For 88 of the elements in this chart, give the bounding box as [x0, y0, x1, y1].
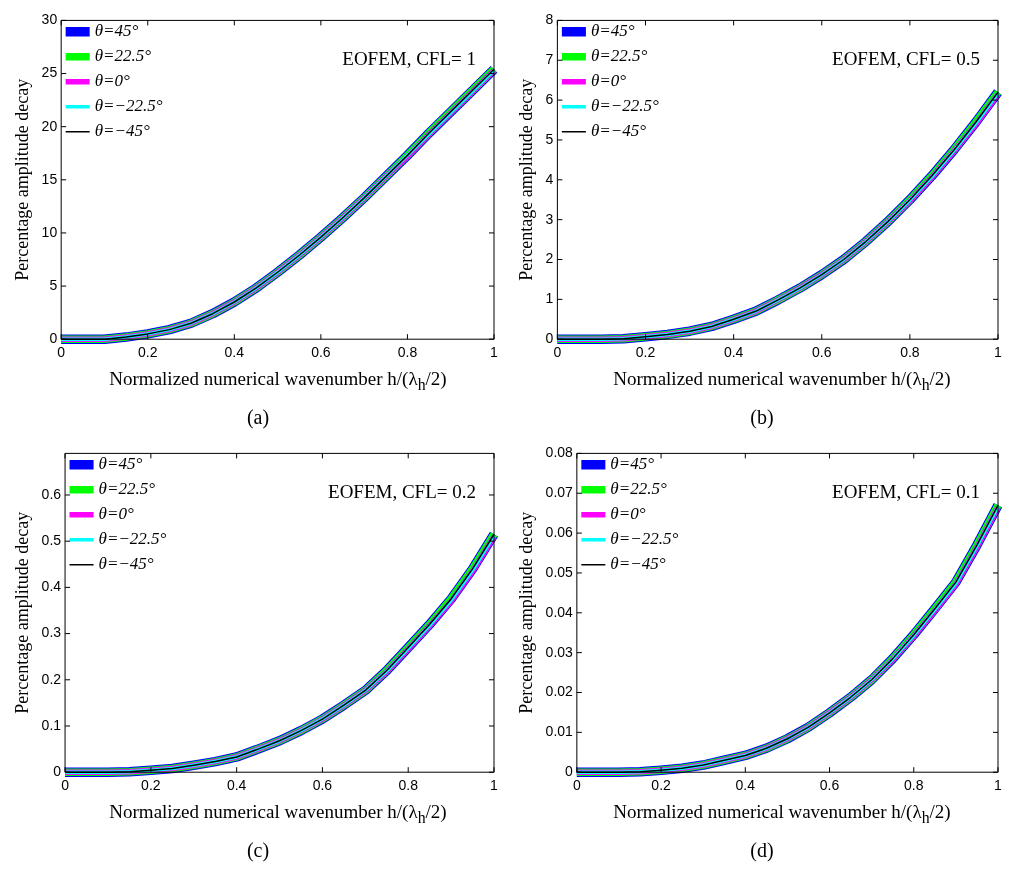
x-tick-label: 1: [994, 777, 1003, 794]
y-tick-label: 0.03: [545, 643, 574, 660]
legend-label: θ=22.5°: [590, 46, 648, 66]
x-axis-title: Normalized numerical wavenumber h/(λ$_{h}$/2): [108, 368, 447, 394]
x-tick-label: 1: [490, 777, 499, 794]
y-tick-label: 1: [545, 290, 554, 307]
x-axis-title: Normalized numerical wavenumber h/(λ$_{h}$/2): [108, 800, 447, 827]
y-tick-label: 0.05: [545, 563, 574, 580]
text: (b): [750, 405, 774, 429]
y-axis-title: Percentage amplitude decay: [515, 511, 536, 714]
y-tick-label: 30: [41, 11, 58, 28]
x-tick-label: 0.4: [723, 344, 744, 361]
legend-label: θ=−45°: [610, 553, 666, 573]
y-tick-label: 10: [41, 223, 58, 240]
x-tick-label: 0.2: [635, 344, 656, 361]
y-tick-label: 8: [545, 11, 554, 28]
legend-label: θ=−22.5°: [610, 528, 679, 548]
y-tick-label: 2: [545, 250, 554, 267]
x-tick-label: 0.2: [138, 344, 158, 361]
x-tick-label: 0.6: [312, 777, 333, 794]
legend-label: θ=−45°: [98, 553, 154, 573]
legend-label: θ=45°: [98, 453, 143, 473]
y-tick-label: 5: [545, 130, 554, 147]
legend-label: θ=−22.5°: [590, 96, 659, 116]
y-axis-title: Percentage amplitude decay: [11, 511, 32, 714]
y-tick-label: 0.06: [545, 523, 574, 540]
y-tick-label: 0.5: [41, 531, 62, 548]
y-tick-label: 0.3: [41, 624, 62, 641]
legend-label: θ=22.5°: [610, 478, 667, 498]
y-axis-title: Percentage amplitude decay: [515, 78, 536, 281]
y-tick-label: 0.4: [41, 578, 62, 595]
x-axis-title: Normalized numerical wavenumber h/(λ$_{h}$/2): [612, 368, 951, 394]
y-tick-label: 20: [41, 117, 58, 134]
legend-label: θ=−45°: [94, 121, 150, 141]
text: (c): [246, 838, 270, 862]
y-tick-label: 0.2: [41, 670, 62, 687]
x-tick-label: 0.8: [904, 777, 924, 794]
legend-label: θ=22.5°: [94, 46, 152, 66]
y-tick-label: 0.02: [545, 683, 574, 700]
legend-label: θ=22.5°: [98, 478, 156, 498]
y-tick-label: 0.1: [41, 716, 62, 733]
text: (a): [246, 405, 270, 429]
y-tick-label: 0.07: [545, 483, 574, 500]
y-tick-label: 0: [545, 330, 554, 347]
y-tick-label: 0: [53, 762, 62, 779]
x-tick-label: 0.8: [900, 344, 920, 361]
x-tick-label: 0.6: [819, 777, 840, 794]
x-tick-label: 0.6: [812, 344, 832, 361]
y-tick-label: 15: [41, 170, 58, 187]
annotation: EOFEM, CFL= 0.5: [832, 47, 980, 69]
x-tick-label: 0.4: [735, 777, 756, 794]
legend-label: θ=0°: [590, 71, 627, 91]
y-axis-title: Percentage amplitude decay: [11, 78, 32, 281]
y-tick-label: 25: [41, 64, 58, 81]
x-tick-label: 0.8: [398, 777, 419, 794]
legend-label: θ=−22.5°: [98, 528, 167, 548]
y-tick-label: 0.6: [41, 485, 62, 502]
y-tick-label: 5: [49, 276, 58, 293]
y-tick-label: 4: [545, 170, 554, 187]
legend-label: θ=0°: [610, 503, 646, 523]
legend-label: θ=−45°: [590, 121, 647, 141]
y-tick-label: 0: [565, 762, 574, 779]
y-tick-label: 0.01: [545, 723, 574, 740]
x-axis-title: Normalized numerical wavenumber h/(λ$_{h}$/2): [612, 800, 951, 827]
text: (d): [750, 838, 774, 862]
annotation: EOFEM, CFL= 1: [342, 47, 476, 69]
legend-label: θ=0°: [94, 71, 130, 91]
y-tick-label: 0.08: [545, 444, 574, 461]
legend-label: θ=45°: [610, 453, 655, 473]
y-tick-label: 0.04: [545, 603, 574, 620]
x-tick-label: 0.2: [141, 777, 161, 794]
y-tick-label: 7: [545, 51, 554, 68]
y-tick-label: 6: [545, 90, 554, 107]
x-tick-label: 0.6: [311, 344, 331, 361]
annotation: EOFEM, CFL= 0.2: [328, 480, 476, 502]
legend-label: θ=45°: [94, 21, 139, 41]
y-tick-label: 0: [49, 330, 58, 347]
x-tick-label: 1: [994, 344, 1003, 361]
x-tick-label: 0.2: [651, 777, 672, 794]
x-tick-label: 0.4: [224, 344, 245, 361]
legend-label: θ=0°: [98, 503, 134, 523]
x-tick-label: 0.8: [397, 344, 418, 361]
x-tick-label: 1: [490, 344, 499, 361]
legend-label: θ=45°: [590, 21, 635, 41]
annotation: EOFEM, CFL= 0.1: [832, 480, 980, 502]
legend-label: θ=−22.5°: [94, 96, 163, 116]
x-tick-label: 0.4: [226, 777, 247, 794]
y-tick-label: 3: [545, 210, 554, 227]
